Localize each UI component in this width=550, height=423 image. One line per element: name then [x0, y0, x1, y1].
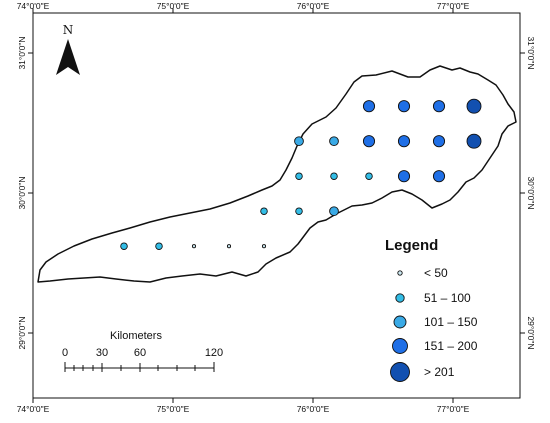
- station-point: [362, 135, 376, 148]
- legend-symbol: [395, 293, 405, 303]
- station-point: [155, 242, 163, 250]
- legend-label: > 201: [424, 365, 455, 379]
- legend-label: 101 – 150: [424, 315, 478, 329]
- station-point: [120, 242, 128, 250]
- station-point: [295, 207, 303, 215]
- station-point: [397, 135, 411, 148]
- scale-bar-tick-label: 120: [205, 347, 223, 359]
- station-point: [191, 244, 197, 249]
- station-point: [294, 136, 304, 147]
- legend-label: < 50: [424, 266, 448, 280]
- north-arrow-icon-half: [68, 39, 80, 75]
- frame-ticks: [28, 8, 525, 403]
- station-point: [260, 207, 268, 215]
- station-points: [120, 98, 482, 250]
- left-coord-label: 29°0'0"N: [17, 316, 27, 349]
- legend-symbol: [392, 338, 408, 354]
- scale-bar-tick-label: 0: [62, 347, 68, 359]
- station-point: [226, 244, 232, 249]
- station-point: [397, 100, 411, 113]
- top-coord-label: 74°0'0"E: [17, 1, 50, 11]
- station-point: [295, 172, 303, 180]
- station-point: [362, 100, 376, 113]
- right-coord-label: 29°0'0"N: [526, 316, 536, 349]
- left-coord-label: 30°0'0"N: [17, 176, 27, 209]
- station-point: [432, 170, 446, 183]
- station-point: [330, 172, 338, 180]
- legend-label: 151 – 200: [424, 339, 478, 353]
- scale-bar-ticks: [64, 362, 215, 372]
- legend-symbol: [397, 270, 403, 276]
- bottom-coord-label: 74°0'0"E: [17, 404, 50, 414]
- bottom-coord-label: 76°0'0"E: [297, 404, 330, 414]
- north-arrow-icon: [56, 39, 68, 75]
- basin-boundary: [37, 65, 517, 283]
- station-point: [397, 170, 411, 183]
- top-coord-label: 75°0'0"E: [157, 1, 190, 11]
- right-coord-label: 30°0'0"N: [526, 176, 536, 209]
- station-point: [466, 98, 482, 114]
- station-point: [365, 172, 373, 180]
- legend-label: 51 – 100: [424, 291, 471, 305]
- legend: Legend < 50 51 – 100 101 – 150 151 – 200 > 2…: [385, 237, 478, 382]
- north-arrow-label: N: [63, 23, 74, 37]
- scale-bar-tick-label: 30: [96, 347, 108, 359]
- north-arrow: N: [56, 23, 80, 75]
- scale-bar-tick-label: 60: [134, 347, 146, 359]
- bottom-coord-label: 75°0'0"E: [157, 404, 190, 414]
- legend-title: Legend: [385, 237, 438, 254]
- station-point: [329, 206, 339, 217]
- station-point: [466, 133, 482, 149]
- right-coord-label: 31°0'0"N: [526, 36, 536, 69]
- top-coord-label: 77°0'0"E: [437, 1, 470, 11]
- top-coord-label: 76°0'0"E: [297, 1, 330, 11]
- bottom-coord-label: 77°0'0"E: [437, 404, 470, 414]
- legend-symbol: [390, 362, 410, 382]
- scale-bar-title: Kilometers: [110, 330, 162, 342]
- station-point: [261, 244, 267, 249]
- legend-items: < 50 51 – 100 101 – 150 151 – 200 > 201: [390, 266, 478, 382]
- scale-bar: Kilometers 0 30 60 120: [62, 330, 223, 372]
- left-coord-label: 31°0'0"N: [17, 36, 27, 69]
- station-point: [329, 136, 339, 147]
- station-point: [432, 100, 446, 113]
- legend-symbol: [393, 315, 407, 329]
- station-point: [432, 135, 446, 148]
